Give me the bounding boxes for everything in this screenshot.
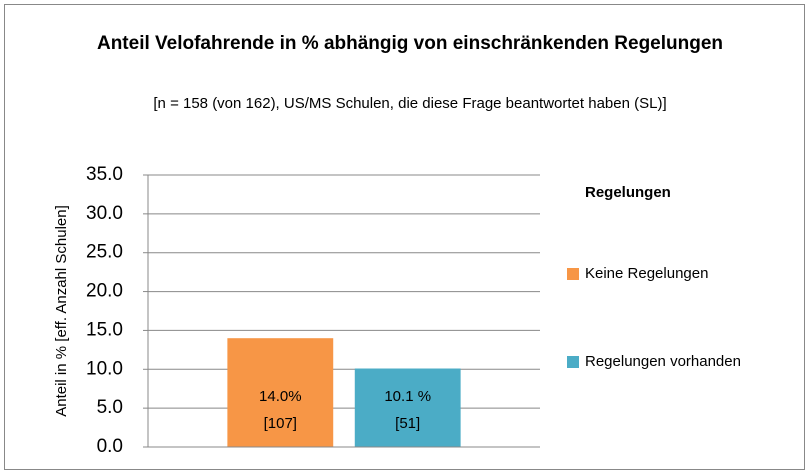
y-tick-label: 20.0 <box>86 281 123 302</box>
data-label-count: [107] <box>264 415 297 432</box>
bar <box>227 338 334 447</box>
y-tick-label: 30.0 <box>86 203 123 224</box>
legend-swatch <box>567 268 579 280</box>
legend-label: Keine Regelungen <box>585 265 708 282</box>
y-tick-label: 25.0 <box>86 242 123 263</box>
data-label: 14.0% <box>259 388 302 405</box>
y-tick-label: 10.0 <box>86 358 123 379</box>
bar <box>354 368 461 447</box>
legend-swatch <box>567 356 579 368</box>
y-tick-label: 15.0 <box>86 319 123 340</box>
y-tick-label: 0.0 <box>97 436 123 457</box>
legend-title: Regelungen <box>585 184 671 201</box>
legend-label: Regelungen vorhanden <box>585 353 741 370</box>
data-label-count: [51] <box>395 415 420 432</box>
y-tick-label: 5.0 <box>97 397 123 418</box>
chart-title: Anteil Velofahrende in % abhängig von ei… <box>96 33 724 54</box>
y-axis-label: Anteil in % [eff. Anzahl Schulen] <box>53 205 70 417</box>
chart-subtitle: [n = 158 (von 162), US/MS Schulen, die d… <box>153 95 667 112</box>
data-label: 10.1 % <box>384 388 431 405</box>
y-tick-label: 35.0 <box>86 164 123 185</box>
